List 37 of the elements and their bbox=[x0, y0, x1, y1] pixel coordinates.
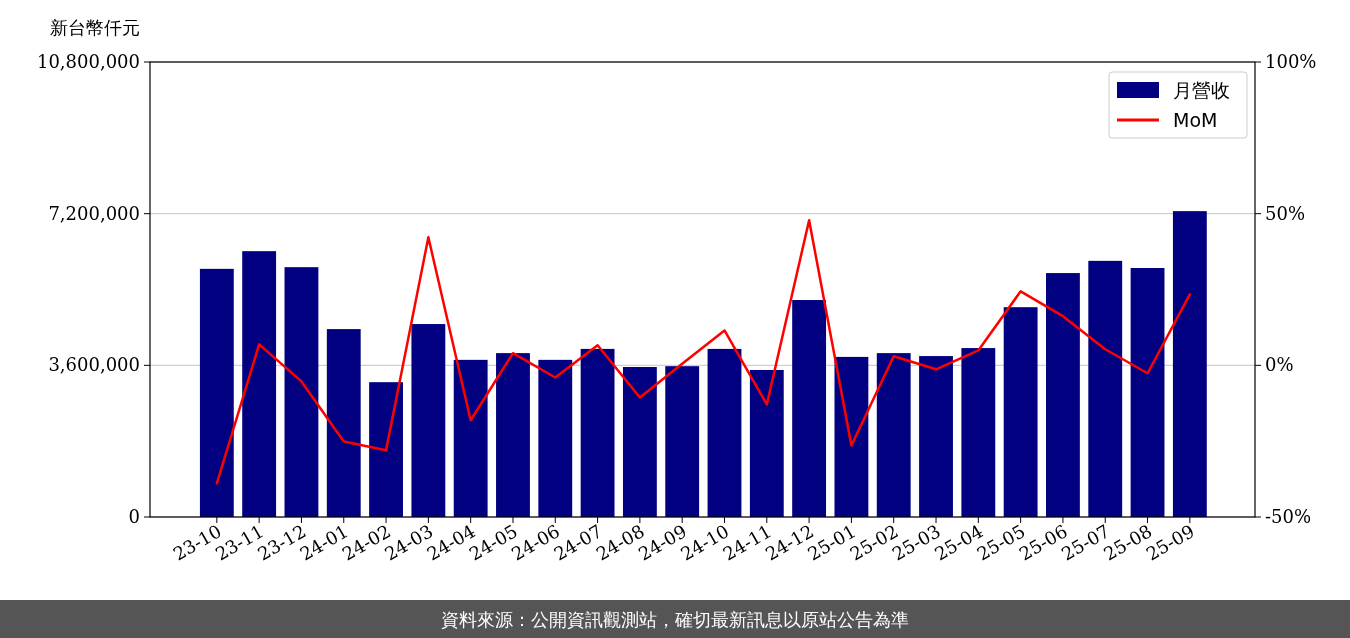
bar bbox=[580, 348, 615, 517]
bar bbox=[1046, 273, 1080, 517]
bar bbox=[1130, 268, 1165, 517]
source-note: 資料來源：公開資訊觀測站，確切最新訊息以原站公告為準 bbox=[441, 609, 909, 630]
bar bbox=[199, 268, 234, 517]
bar bbox=[876, 353, 911, 517]
bar bbox=[792, 300, 827, 517]
y2-tick-label: 100% bbox=[1265, 51, 1317, 72]
bar bbox=[538, 359, 573, 517]
bar bbox=[284, 267, 319, 517]
bar bbox=[665, 366, 700, 517]
footer-source-band: 資料來源：公開資訊觀測站，確切最新訊息以原站公告為準 bbox=[0, 600, 1350, 638]
y2-tick-label: -50% bbox=[1265, 506, 1312, 527]
bar bbox=[411, 324, 446, 517]
bar bbox=[622, 367, 657, 517]
y-tick-label: 7,200,000 bbox=[48, 202, 140, 224]
bar bbox=[1003, 307, 1038, 517]
legend-label: MoM bbox=[1173, 109, 1218, 131]
y-axis-title: 新台幣仟元 bbox=[50, 17, 140, 38]
bar bbox=[369, 382, 403, 517]
bar bbox=[326, 329, 361, 517]
legend-label: 月營收 bbox=[1173, 79, 1230, 101]
bar bbox=[453, 359, 488, 517]
y-tick-label: 0 bbox=[128, 506, 140, 527]
bar bbox=[707, 348, 742, 517]
bar bbox=[919, 356, 953, 517]
bar bbox=[961, 348, 996, 517]
y2-tick-label: 50% bbox=[1265, 202, 1306, 224]
bar bbox=[496, 353, 530, 517]
y-tick-label: 3,600,000 bbox=[48, 354, 140, 376]
bar bbox=[1172, 211, 1207, 517]
y2-tick-label: 0% bbox=[1265, 354, 1294, 376]
bar bbox=[1088, 260, 1123, 517]
bar bbox=[834, 356, 869, 517]
bar bbox=[749, 369, 784, 517]
y-tick-label: 10,800,000 bbox=[36, 51, 140, 72]
bar bbox=[242, 251, 277, 517]
